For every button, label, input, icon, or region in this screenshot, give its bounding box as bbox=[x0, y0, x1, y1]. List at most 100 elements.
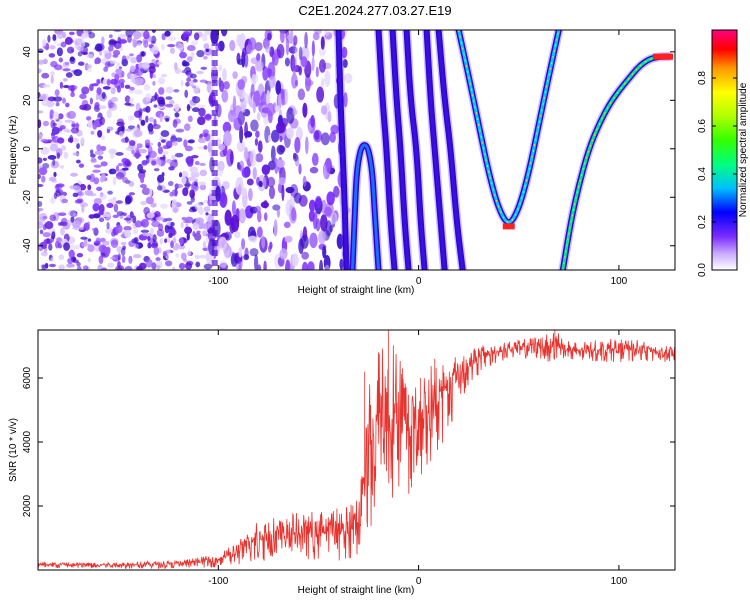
noise-speckle bbox=[151, 160, 157, 166]
noise-speckle bbox=[158, 99, 166, 107]
noise-speckle bbox=[284, 88, 289, 105]
noise-speckle bbox=[241, 167, 250, 178]
noise-speckle bbox=[129, 211, 134, 219]
noise-speckle bbox=[246, 178, 254, 186]
noise-speckle bbox=[281, 117, 288, 128]
noise-speckle bbox=[182, 61, 190, 67]
noise-speckle bbox=[179, 51, 187, 59]
noise-speckle bbox=[223, 81, 230, 90]
noise-speckle bbox=[309, 166, 319, 174]
colorbar-tick-label: 0.6 bbox=[697, 119, 708, 133]
noise-speckle bbox=[115, 172, 125, 180]
noise-speckle bbox=[219, 260, 228, 268]
noise-speckle bbox=[195, 217, 205, 225]
noise-speckle bbox=[261, 234, 266, 249]
noise-speckle bbox=[50, 257, 55, 263]
noise-speckle bbox=[156, 174, 165, 183]
noise-speckle bbox=[219, 80, 225, 93]
spectrogram-ytick-label: 40 bbox=[22, 46, 33, 58]
noise-speckle bbox=[116, 62, 121, 67]
noise-speckle bbox=[311, 152, 319, 166]
noise-speckle bbox=[44, 221, 54, 230]
noise-speckle bbox=[99, 193, 107, 200]
noise-speckle bbox=[256, 210, 262, 223]
noise-speckle bbox=[74, 38, 83, 46]
noise-speckle bbox=[69, 244, 76, 252]
snr-xtick-label: 100 bbox=[611, 576, 628, 587]
noise-speckle bbox=[186, 103, 191, 112]
noise-speckle bbox=[90, 130, 95, 135]
noise-speckle bbox=[123, 217, 132, 221]
colorbar-tick-label: 0.4 bbox=[697, 167, 708, 181]
noise-speckle bbox=[98, 210, 104, 216]
noise-speckle bbox=[117, 72, 124, 78]
noise-speckle bbox=[143, 84, 151, 91]
noise-speckle bbox=[62, 68, 71, 72]
noise-speckle bbox=[255, 60, 264, 72]
noise-speckle bbox=[89, 173, 95, 183]
noise-speckle bbox=[320, 105, 328, 115]
noise-speckle bbox=[308, 124, 312, 132]
noise-speckle bbox=[165, 229, 175, 233]
noise-speckle bbox=[304, 31, 308, 49]
noise-speckle bbox=[121, 157, 129, 164]
noise-speckle bbox=[123, 225, 132, 231]
noise-speckle bbox=[157, 146, 163, 155]
noise-speckle bbox=[107, 99, 113, 109]
spectrogram-curve bbox=[405, 30, 427, 270]
noise-speckle bbox=[160, 139, 166, 143]
noise-speckle bbox=[58, 222, 62, 226]
colorbar-frame bbox=[711, 29, 738, 271]
noise-speckle bbox=[141, 187, 151, 196]
noise-speckle bbox=[151, 58, 156, 65]
noise-speckle bbox=[158, 77, 165, 85]
noise-speckle bbox=[298, 163, 302, 175]
noise-speckle bbox=[219, 192, 228, 208]
noise-speckle bbox=[243, 146, 249, 162]
spectrogram-xtick-label: 0 bbox=[416, 276, 422, 287]
noise-speckle bbox=[248, 37, 257, 51]
noise-speckle bbox=[49, 114, 53, 120]
noise-speckle bbox=[94, 58, 98, 65]
noise-speckle bbox=[174, 112, 180, 118]
spectrogram-ytick-label: 20 bbox=[22, 94, 33, 106]
noise-speckle bbox=[143, 30, 150, 40]
noise-speckle bbox=[101, 135, 106, 141]
noise-speckle bbox=[95, 93, 99, 101]
noise-speckle bbox=[222, 121, 232, 134]
noise-speckle bbox=[101, 91, 106, 99]
noise-speckle bbox=[205, 48, 210, 53]
noise-speckle bbox=[204, 114, 212, 120]
noise-speckle bbox=[238, 208, 246, 224]
noise-speckle bbox=[133, 236, 139, 244]
noise-speckle bbox=[64, 119, 73, 123]
noise-speckle bbox=[192, 78, 198, 83]
noise-speckle bbox=[106, 129, 111, 134]
noise-speckle bbox=[218, 143, 226, 151]
noise-speckle bbox=[223, 242, 230, 259]
noise-speckle bbox=[312, 212, 318, 230]
spectrogram-curve bbox=[391, 30, 411, 270]
noise-speckle bbox=[112, 176, 117, 186]
noise-speckle bbox=[180, 80, 184, 87]
noise-speckle bbox=[165, 117, 170, 122]
noise-speckle bbox=[236, 140, 246, 152]
noise-speckle bbox=[267, 32, 272, 41]
noise-speckle bbox=[58, 264, 65, 270]
snr-xtick-label: 0 bbox=[416, 576, 422, 587]
colorbar-tick-label: 0.2 bbox=[697, 215, 708, 229]
noise-speckle bbox=[107, 262, 115, 268]
noise-speckle bbox=[86, 53, 95, 59]
noise-speckle bbox=[81, 40, 86, 48]
spectrogram-noise bbox=[38, 30, 353, 270]
noise-speckle bbox=[174, 62, 178, 71]
noise-speckle bbox=[182, 31, 191, 38]
noise-speckle bbox=[185, 223, 189, 228]
noise-speckle bbox=[165, 217, 173, 222]
noise-speckle bbox=[228, 109, 236, 123]
noise-speckle bbox=[242, 47, 247, 57]
noise-speckle bbox=[272, 53, 279, 66]
noise-speckle bbox=[175, 41, 182, 49]
noise-speckle bbox=[224, 209, 232, 226]
noise-speckle bbox=[265, 45, 271, 54]
